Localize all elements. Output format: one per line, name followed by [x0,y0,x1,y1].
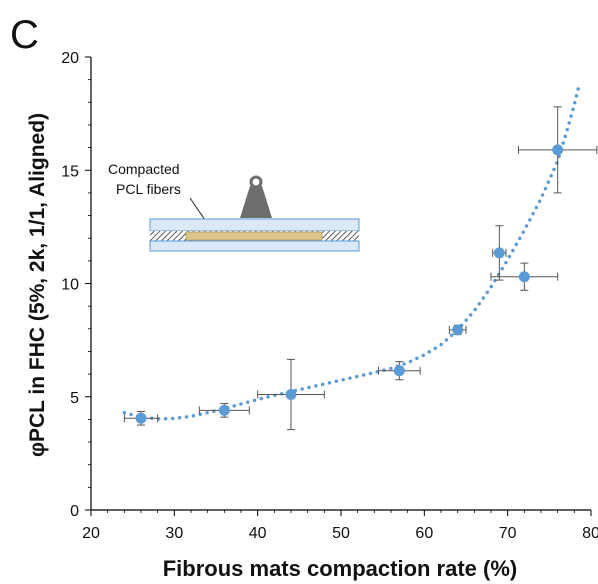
point-marker [518,271,530,283]
data-point [492,225,507,281]
data-point [518,106,598,194]
top-plate [149,218,360,232]
data-point [198,403,250,418]
point-marker [135,412,147,424]
point-marker [552,144,564,156]
x-tick-label: 70 [499,525,517,542]
x-tick-label: 60 [415,525,433,542]
axes: 20 30 40 50 60 70 80 0 5 10 15 20 [61,50,598,542]
annotation-line-1: Compacted [108,161,180,177]
x-tick-label: 20 [82,525,100,542]
data-point [378,361,421,381]
annotation-label: Compacted PCL fibers [108,161,181,197]
weight-icon [240,186,272,218]
weight-hook-icon [249,175,263,189]
y-tick-label: 5 [70,390,79,407]
y-tick-label: 0 [70,503,79,520]
data-point [448,324,467,336]
point-marker [393,365,405,377]
x-tick-label: 50 [332,525,350,542]
point-marker [493,247,505,259]
compaction-illustration: Compacted PCL fibers [108,161,360,252]
trendline [122,82,582,421]
x-tick-label: 80 [582,525,598,542]
x-axis-title: Fibrous mats compaction rate (%) [163,556,518,581]
bottom-plate [149,240,360,252]
data-points [123,106,598,431]
y-axis-title: φPCL in FHC (5%, 2k, 1/1, Aligned) [26,113,49,457]
compacted-fibers [185,231,323,241]
trendline-path [122,82,582,421]
point-marker [452,324,464,336]
point-marker [218,404,230,416]
point-marker [285,388,297,400]
annotation-line-2: PCL fibers [116,181,181,197]
panel-label: C [10,13,39,57]
y-tick-label: 15 [61,163,79,180]
y-tick-label: 20 [61,50,79,67]
x-tick-label: 30 [165,525,183,542]
data-point [123,410,159,426]
y-tick-label: 10 [61,277,79,294]
data-point [490,262,559,291]
x-tick-label: 40 [249,525,267,542]
data-point [257,358,325,431]
